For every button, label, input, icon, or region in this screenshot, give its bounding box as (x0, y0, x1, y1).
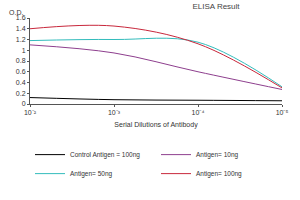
svg-text:0.4: 0.4 (16, 79, 26, 86)
svg-text:10⁻²: 10⁻² (24, 109, 37, 116)
svg-text:Antigen= 50ng: Antigen= 50ng (70, 170, 112, 178)
svg-text:1.4: 1.4 (16, 25, 26, 32)
svg-text:Antigen= 10ng: Antigen= 10ng (196, 151, 238, 159)
svg-text:Control Antigen = 100ng: Control Antigen = 100ng (70, 151, 140, 159)
svg-text:0: 0 (22, 100, 26, 107)
svg-text:1.6: 1.6 (16, 14, 26, 21)
svg-text:ELISA Result: ELISA Result (192, 2, 240, 11)
svg-text:0.2: 0.2 (16, 90, 26, 97)
svg-text:0.8: 0.8 (16, 57, 26, 64)
svg-text:10⁻³: 10⁻³ (108, 109, 121, 116)
svg-text:1: 1 (22, 47, 26, 54)
svg-text:0.6: 0.6 (16, 68, 26, 75)
svg-text:O.D.: O.D. (9, 9, 23, 16)
svg-text:Serial Dilutions of Antibody: Serial Dilutions of Antibody (114, 121, 198, 129)
svg-text:10⁻⁵: 10⁻⁵ (276, 109, 289, 116)
svg-text:10⁻⁴: 10⁻⁴ (192, 109, 205, 116)
svg-text:Antigen= 100ng: Antigen= 100ng (196, 170, 242, 178)
svg-text:1.2: 1.2 (16, 36, 26, 43)
